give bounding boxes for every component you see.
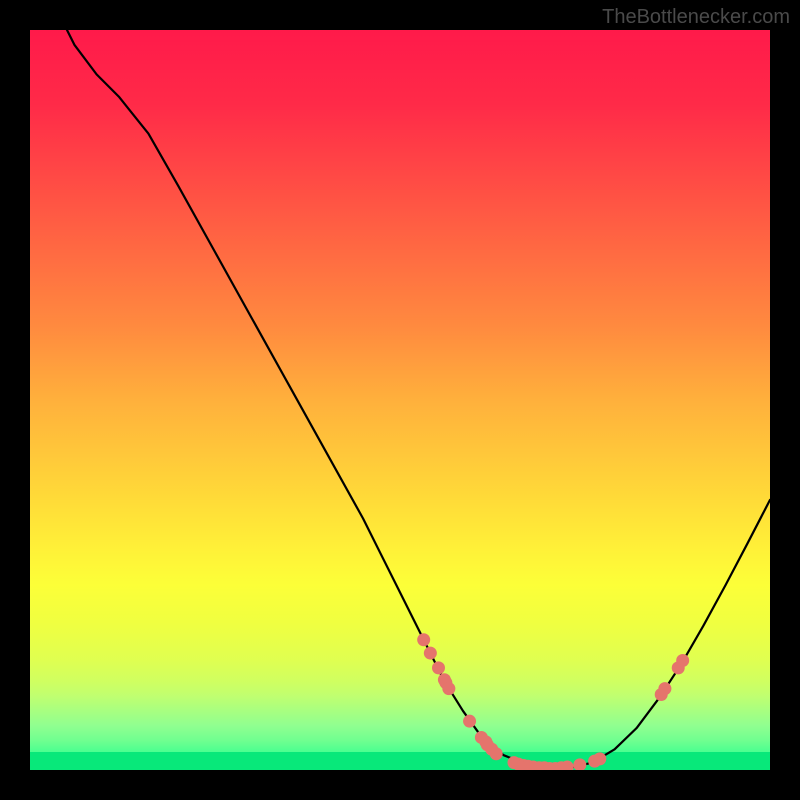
plot-area bbox=[30, 30, 770, 770]
attribution-text: TheBottlenecker.com bbox=[602, 6, 790, 29]
gradient-background bbox=[30, 30, 770, 770]
green-accent-band bbox=[30, 752, 770, 771]
chart-container: TheBottlenecker.com bbox=[0, 0, 800, 800]
